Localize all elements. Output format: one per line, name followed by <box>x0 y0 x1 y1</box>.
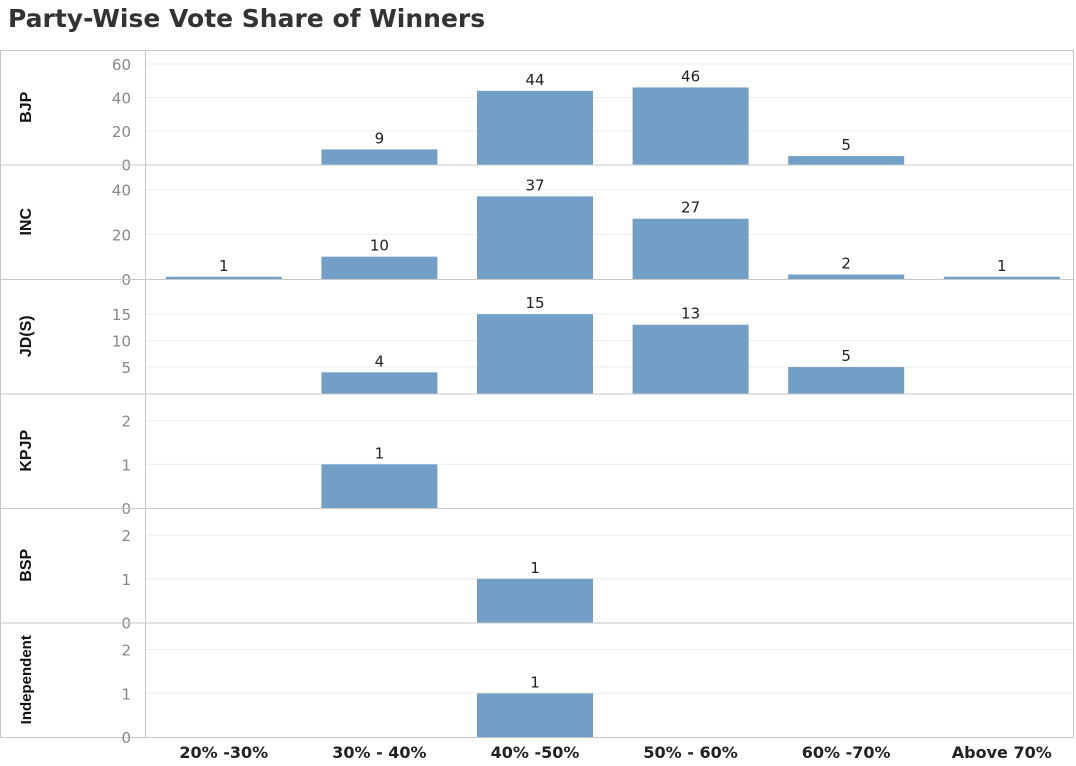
data-label: 1 <box>530 673 540 691</box>
data-label: 5 <box>841 136 851 154</box>
y-tick-label: 2 <box>121 527 131 545</box>
y-tick-label: 15 <box>112 306 131 324</box>
y-tick-label: 10 <box>112 333 131 351</box>
party-label: INC <box>18 208 35 236</box>
y-tick-label: 1 <box>121 685 131 703</box>
y-tick-label: 40 <box>112 90 131 108</box>
y-tick-label: 60 <box>112 56 131 74</box>
party-label: KPJP <box>18 430 35 472</box>
data-label: 1 <box>997 257 1007 275</box>
data-label: 44 <box>525 71 544 89</box>
party-label: BSP <box>18 548 35 581</box>
bar <box>321 464 438 508</box>
bar <box>321 372 438 394</box>
bar <box>477 90 593 165</box>
y-tick-label: 40 <box>112 182 131 200</box>
x-tick-label: 30% - 40% <box>332 743 426 762</box>
y-tick-label: 2 <box>121 642 131 660</box>
y-tick-label: 2 <box>121 413 131 431</box>
chart-title: Party-Wise Vote Share of Winners <box>8 4 486 33</box>
bar <box>632 87 749 165</box>
data-label: 27 <box>681 199 700 217</box>
bar <box>788 367 905 394</box>
bar <box>477 693 593 737</box>
bar <box>321 149 438 165</box>
bar <box>477 196 593 279</box>
bar <box>943 276 1060 279</box>
party-label: JD(S) <box>18 315 35 357</box>
party-label: BJP <box>18 91 35 122</box>
bar <box>632 324 749 394</box>
y-tick-label: 5 <box>121 359 131 377</box>
data-label: 9 <box>375 129 385 147</box>
data-label: 46 <box>681 67 700 85</box>
bar <box>477 578 593 623</box>
x-tick-label: 40% -50% <box>491 743 580 762</box>
x-tick-label: 50% - 60% <box>643 743 737 762</box>
x-tick-label: Above 70% <box>952 743 1052 762</box>
bar <box>788 274 905 279</box>
party-label: Independent <box>18 635 35 724</box>
y-tick-label: 20 <box>112 123 131 141</box>
data-label: 4 <box>375 352 385 370</box>
bar <box>788 156 905 165</box>
data-label: 10 <box>370 237 389 255</box>
y-tick-label: 1 <box>121 456 131 474</box>
bar <box>632 218 749 279</box>
bar <box>477 314 593 394</box>
y-tick-label: 0 <box>121 729 131 747</box>
data-label: 1 <box>219 257 229 275</box>
data-label: 5 <box>841 347 851 365</box>
data-label: 13 <box>681 305 700 323</box>
y-tick-label: 20 <box>112 226 131 244</box>
bar <box>321 256 438 279</box>
data-label: 15 <box>525 294 544 312</box>
data-label: 1 <box>375 444 385 462</box>
bar <box>165 276 282 279</box>
data-label: 37 <box>525 176 544 194</box>
data-label: 1 <box>530 559 540 577</box>
data-label: 2 <box>841 255 851 273</box>
y-tick-label: 1 <box>121 571 131 589</box>
x-tick-label: 20% -30% <box>179 743 268 762</box>
x-tick-label: 60% -70% <box>802 743 891 762</box>
